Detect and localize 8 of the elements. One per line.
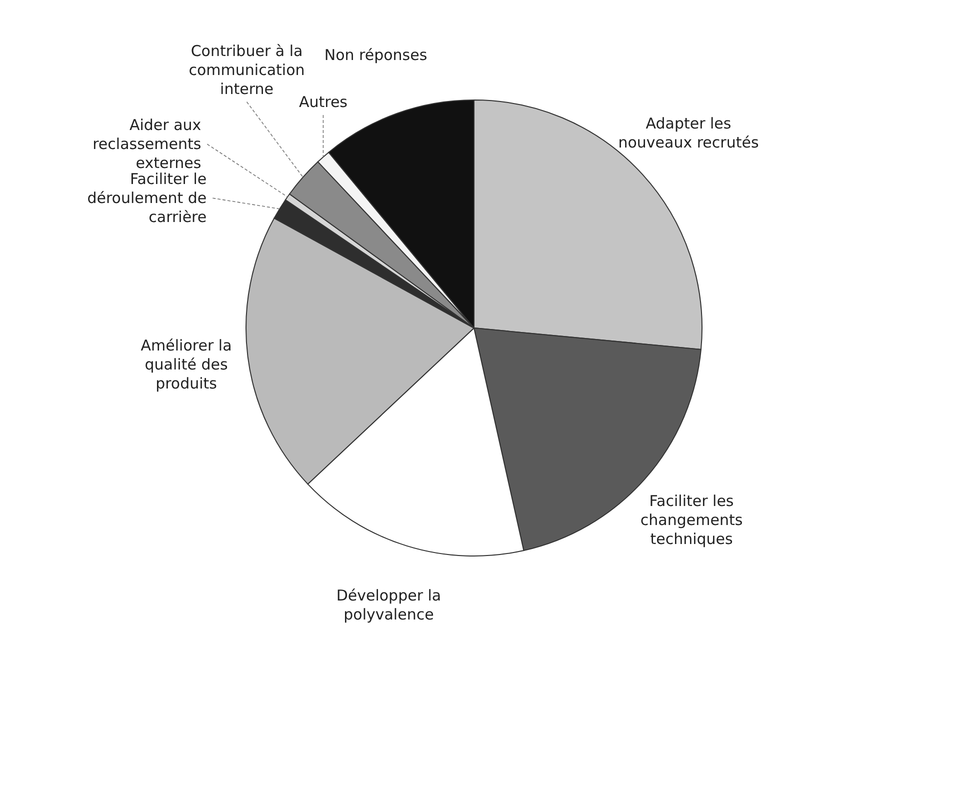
slice-label: Non réponses xyxy=(324,46,428,64)
slice-label: Aider aux reclassements externes xyxy=(92,116,202,172)
slice-label: Faciliter le déroulement de carrière xyxy=(87,170,207,226)
slice-label: Faciliter les changements techniques xyxy=(640,492,743,548)
slice-label: Améliorer la qualité des produits xyxy=(140,336,232,392)
slice-label: Développer la polyvalence xyxy=(336,586,442,624)
slice-label: Adapter les nouveaux recrutés xyxy=(618,114,759,152)
slice-label: Autres xyxy=(298,92,348,111)
